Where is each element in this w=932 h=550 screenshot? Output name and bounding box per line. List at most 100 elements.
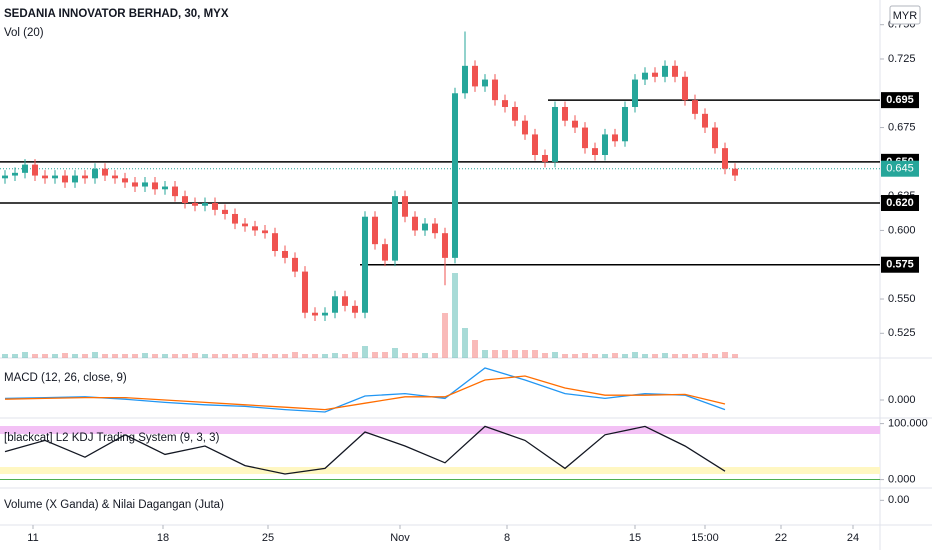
volume-bar [232, 354, 238, 358]
x-tick-label: 8 [504, 532, 510, 544]
volume-bar [302, 354, 308, 358]
volume-bar [432, 353, 438, 358]
candle-body [652, 72, 658, 77]
kdj-title: [blackcat] L2 KDJ Trading System (9, 3, … [4, 432, 220, 444]
overbought-band [0, 426, 880, 434]
volume-bar [512, 350, 518, 358]
series-line [4, 425, 726, 475]
currency: MYR [893, 10, 918, 22]
candle-body [542, 154, 548, 162]
volume-bar [572, 354, 578, 358]
volume-bar [82, 354, 88, 358]
candle-body [312, 312, 318, 316]
volume-bar [312, 354, 318, 358]
volume-bar [122, 354, 128, 358]
candle-body [162, 186, 168, 190]
x-tick-label: 15:00 [691, 532, 719, 544]
volume-bar [132, 354, 138, 358]
volume-bar [262, 354, 268, 358]
y-tick-label: 0.000 [888, 394, 916, 406]
candle-body [522, 120, 528, 135]
volume-bar [282, 354, 288, 358]
volume-bar [332, 353, 338, 358]
candle-body [142, 182, 148, 187]
last-price-box [881, 160, 919, 177]
candle-body [532, 134, 538, 155]
volume-bar [12, 354, 18, 358]
level-label-box [881, 256, 919, 273]
volume-bar [662, 353, 668, 358]
currency-box[interactable] [889, 5, 921, 25]
candle-body [2, 175, 8, 179]
candle-body [592, 148, 598, 155]
candle-body [642, 72, 648, 80]
volume-bar [502, 350, 508, 358]
candle-body [302, 271, 308, 313]
volume-bar [462, 328, 468, 358]
volume-bar [62, 353, 68, 358]
candle-body [152, 182, 158, 190]
candle-body [702, 113, 708, 128]
y-tick-label: 0.00 [888, 494, 909, 506]
volume-bar [152, 354, 158, 358]
candle-body [552, 106, 558, 162]
candle-body [682, 76, 688, 101]
candle-body [122, 178, 128, 183]
candle-body [382, 244, 388, 261]
volume-bar [622, 354, 628, 358]
candle-body [272, 233, 278, 252]
x-tick-label: 25 [262, 532, 274, 544]
volume-bar [452, 273, 458, 358]
volume-bar [322, 354, 328, 358]
volume-legend: Vol (20) [4, 27, 44, 39]
volume-bar [422, 353, 428, 358]
candle-body [572, 120, 578, 128]
candle-body [62, 175, 68, 183]
volume-bar [292, 352, 298, 358]
y-tick-label: 0.725 [888, 53, 916, 65]
volume-bar [42, 354, 48, 358]
candle-body [202, 203, 208, 206]
volume-bar [472, 340, 478, 358]
volume-bar [382, 352, 388, 358]
oversold-band [0, 467, 880, 474]
volume-bar [682, 354, 688, 358]
y-tick-label: 0.600 [888, 224, 916, 236]
candle-body [22, 164, 28, 173]
candle-body [502, 100, 508, 107]
y-tick-label: 100.000 [888, 418, 928, 430]
candle-body [672, 65, 678, 77]
volume-bar [522, 350, 528, 358]
volume-bar [732, 354, 738, 358]
level-label-box [881, 92, 919, 109]
volume-bar [702, 353, 708, 358]
volume-bar [252, 353, 258, 358]
candle-body [32, 164, 38, 176]
volume-bar [492, 350, 498, 358]
volume-bar [362, 346, 368, 358]
volume-bar [412, 353, 418, 358]
candle-body [92, 168, 98, 179]
volume-bar [602, 354, 608, 358]
volume-bar [712, 354, 718, 358]
volume-bar [202, 354, 208, 358]
volume-bar [642, 354, 648, 358]
volume-bar [672, 354, 678, 358]
volume-bar [592, 354, 598, 358]
x-tick-label: 22 [775, 532, 787, 544]
candle-body [52, 175, 58, 179]
volume-bar [22, 352, 28, 358]
candle-body [182, 196, 188, 204]
candle-body [192, 203, 198, 206]
volume-bar [372, 352, 378, 358]
volume-bar [552, 352, 558, 358]
volume-bar [722, 352, 728, 358]
volume-bar [32, 354, 38, 358]
level-label: 0.575 [886, 259, 914, 271]
volume-bar [142, 353, 148, 358]
y-tick-label: 0.525 [888, 327, 916, 339]
candle-body [442, 233, 448, 258]
candle-body [612, 134, 618, 142]
volume-bar [692, 354, 698, 358]
candle-body [582, 127, 588, 149]
